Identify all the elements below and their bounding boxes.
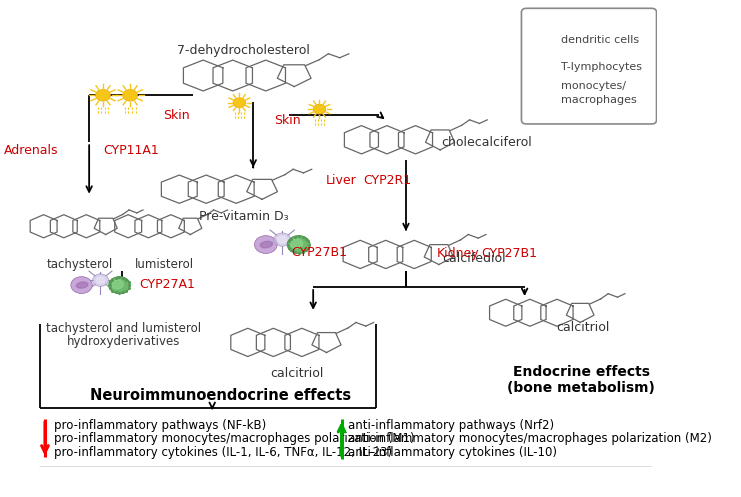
Circle shape xyxy=(109,277,130,293)
Text: Skin: Skin xyxy=(275,113,301,127)
Text: Skin: Skin xyxy=(164,108,190,122)
Text: pro-inflammatory cytokines (IL-1, IL-6, TNFα, IL-12, IL-23): pro-inflammatory cytokines (IL-1, IL-6, … xyxy=(54,446,393,459)
Circle shape xyxy=(288,236,310,253)
Text: CYP27B1: CYP27B1 xyxy=(291,246,347,259)
Circle shape xyxy=(532,61,545,71)
Circle shape xyxy=(96,277,104,283)
Circle shape xyxy=(96,89,110,101)
Circle shape xyxy=(273,233,290,247)
Circle shape xyxy=(536,36,545,44)
Text: dendritic cells: dendritic cells xyxy=(561,35,639,45)
Text: 7-dehydrocholesterol: 7-dehydrocholesterol xyxy=(177,44,310,57)
Circle shape xyxy=(529,87,552,105)
Text: CYP27B1: CYP27B1 xyxy=(482,247,538,260)
Circle shape xyxy=(278,236,287,243)
Text: Kidney: Kidney xyxy=(436,247,479,260)
Circle shape xyxy=(123,89,138,101)
Text: tachysterol and lumisterol: tachysterol and lumisterol xyxy=(46,322,202,334)
Text: hydroxyderivatives: hydroxyderivatives xyxy=(67,335,181,348)
Ellipse shape xyxy=(260,241,273,248)
Circle shape xyxy=(111,280,123,289)
Ellipse shape xyxy=(535,93,547,99)
Text: cholecalciferol: cholecalciferol xyxy=(442,136,532,149)
Text: macrophages: macrophages xyxy=(561,95,637,105)
Text: monocytes/: monocytes/ xyxy=(561,81,626,91)
Text: Pre-vitamin D₃: Pre-vitamin D₃ xyxy=(199,210,288,223)
Circle shape xyxy=(93,274,108,286)
Circle shape xyxy=(529,58,552,76)
FancyBboxPatch shape xyxy=(522,8,657,124)
Circle shape xyxy=(532,33,549,47)
Circle shape xyxy=(290,239,302,248)
Text: calcifediol: calcifediol xyxy=(442,252,506,265)
Text: Liver: Liver xyxy=(326,174,356,187)
Text: anti-inflammatory monocytes/macrophages polarization (M2): anti-inflammatory monocytes/macrophages … xyxy=(348,432,712,445)
Text: pro-inflammatory monocytes/macrophages polarization (M1): pro-inflammatory monocytes/macrophages p… xyxy=(54,432,415,445)
Text: Endocrine effects
(bone metabolism): Endocrine effects (bone metabolism) xyxy=(508,365,655,395)
Text: CYP2R1: CYP2R1 xyxy=(363,174,411,187)
Text: CYP11A1: CYP11A1 xyxy=(103,144,159,157)
Circle shape xyxy=(254,236,277,253)
Text: pro-inflammatory pathways (NF-kB): pro-inflammatory pathways (NF-kB) xyxy=(54,419,267,432)
Text: calcitriol: calcitriol xyxy=(556,321,610,334)
Text: CYP27A1: CYP27A1 xyxy=(139,278,196,291)
Circle shape xyxy=(233,98,245,107)
Text: anti-inflammatory pathways (Nrf2): anti-inflammatory pathways (Nrf2) xyxy=(348,419,554,432)
Text: Adrenals: Adrenals xyxy=(4,144,59,157)
Text: calcitriol: calcitriol xyxy=(270,367,324,380)
Text: Neuroimmunoendocrine effects: Neuroimmunoendocrine effects xyxy=(90,388,351,403)
Text: anti-inflammatory cytokines (IL-10): anti-inflammatory cytokines (IL-10) xyxy=(348,446,557,459)
Ellipse shape xyxy=(76,282,88,288)
Circle shape xyxy=(313,104,326,114)
Text: T-lymphocytes: T-lymphocytes xyxy=(561,62,642,72)
Text: tachysterol: tachysterol xyxy=(47,258,113,271)
Circle shape xyxy=(71,277,93,293)
Text: lumisterol: lumisterol xyxy=(136,258,194,271)
